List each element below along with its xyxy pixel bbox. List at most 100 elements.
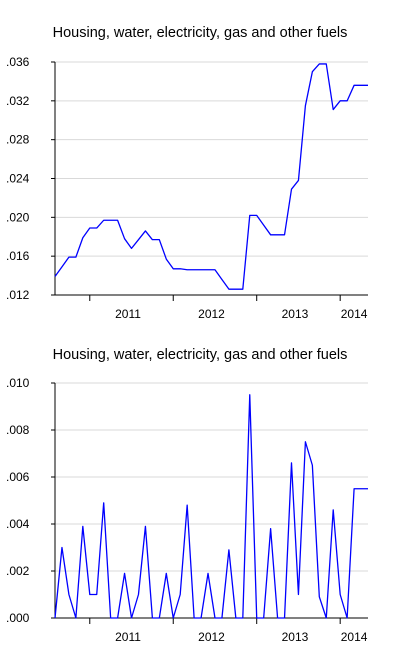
data-point [110, 220, 111, 221]
data-point [68, 594, 69, 595]
data-point [68, 257, 69, 258]
data-point [180, 594, 181, 595]
data-point [353, 488, 354, 489]
data-point [360, 85, 361, 86]
x-tick-label: 2013 [282, 307, 309, 321]
data-point [152, 239, 153, 240]
data-point [89, 227, 90, 228]
data-point [221, 279, 222, 280]
data-point [221, 617, 222, 618]
data-point [284, 617, 285, 618]
data-point [256, 215, 257, 216]
y-tick-label: .012 [6, 288, 30, 302]
chart-title-top: Housing, water, electricity, gas and oth… [52, 25, 348, 41]
data-point [256, 617, 257, 618]
data-point [180, 268, 181, 269]
y-tick-label: .020 [6, 210, 30, 224]
data-point [200, 617, 201, 618]
data-point [117, 220, 118, 221]
data-point [159, 239, 160, 240]
data-point [75, 257, 76, 258]
data-point [138, 594, 139, 595]
data-point [277, 234, 278, 235]
data-point [312, 465, 313, 466]
data-point [263, 225, 264, 226]
data-point [291, 462, 292, 463]
y-tick-label: .028 [6, 133, 30, 147]
series-line [54, 63, 368, 290]
data-point [333, 509, 334, 510]
data-point [82, 237, 83, 238]
data-point [103, 502, 104, 503]
data-point [159, 617, 160, 618]
x-tick-label: 2014 [341, 630, 368, 644]
data-point [242, 289, 243, 290]
y-tick-label: .002 [6, 564, 30, 578]
data-point [131, 248, 132, 249]
data-point [347, 100, 348, 101]
data-point [110, 617, 111, 618]
data-point [207, 573, 208, 574]
data-point [61, 547, 62, 548]
data-point [214, 269, 215, 270]
data-point [131, 617, 132, 618]
data-point [326, 617, 327, 618]
x-tick-label: 2011 [115, 630, 141, 644]
data-point [124, 238, 125, 239]
x-tick-label: 2011 [115, 307, 141, 321]
y-tick-label: .010 [6, 376, 30, 390]
y-tick-label: .024 [6, 172, 30, 186]
data-point [194, 617, 195, 618]
data-point [249, 215, 250, 216]
data-point [173, 268, 174, 269]
data-point [284, 234, 285, 235]
data-point [312, 71, 313, 72]
data-point [228, 289, 229, 290]
y-tick-label: .016 [6, 249, 30, 263]
data-point [298, 594, 299, 595]
data-point [367, 488, 368, 489]
data-point [235, 289, 236, 290]
data-point [54, 276, 55, 277]
data-point [124, 573, 125, 574]
data-point [89, 594, 90, 595]
data-point [340, 594, 341, 595]
series-line [54, 394, 368, 619]
data-point [61, 266, 62, 267]
y-tick-label: .036 [6, 55, 30, 69]
x-tick-label: 2012 [198, 630, 225, 644]
data-point [145, 526, 146, 527]
data-point [166, 573, 167, 574]
data-point [187, 505, 188, 506]
data-point [82, 526, 83, 527]
y-tick-label: .006 [6, 470, 30, 484]
data-point [166, 258, 167, 259]
y-tick-label: .004 [6, 517, 30, 531]
data-point [194, 269, 195, 270]
data-point [152, 617, 153, 618]
data-point [270, 234, 271, 235]
data-point [291, 189, 292, 190]
data-point [138, 239, 139, 240]
data-point [340, 100, 341, 101]
y-tick-label: .008 [6, 423, 30, 437]
data-point [270, 528, 271, 529]
data-point [54, 617, 55, 618]
data-point [326, 63, 327, 64]
data-point [228, 549, 229, 550]
data-point [305, 441, 306, 442]
data-point [360, 488, 361, 489]
data-point [214, 617, 215, 618]
data-point [200, 269, 201, 270]
data-point [173, 617, 174, 618]
data-point [298, 180, 299, 181]
data-point [319, 596, 320, 597]
data-point [347, 617, 348, 618]
data-point [145, 230, 146, 231]
data-point [263, 617, 264, 618]
x-tick-label: 2014 [341, 307, 368, 321]
x-tick-label: 2013 [282, 630, 309, 644]
x-tick-label: 2012 [198, 307, 225, 321]
data-point [242, 617, 243, 618]
